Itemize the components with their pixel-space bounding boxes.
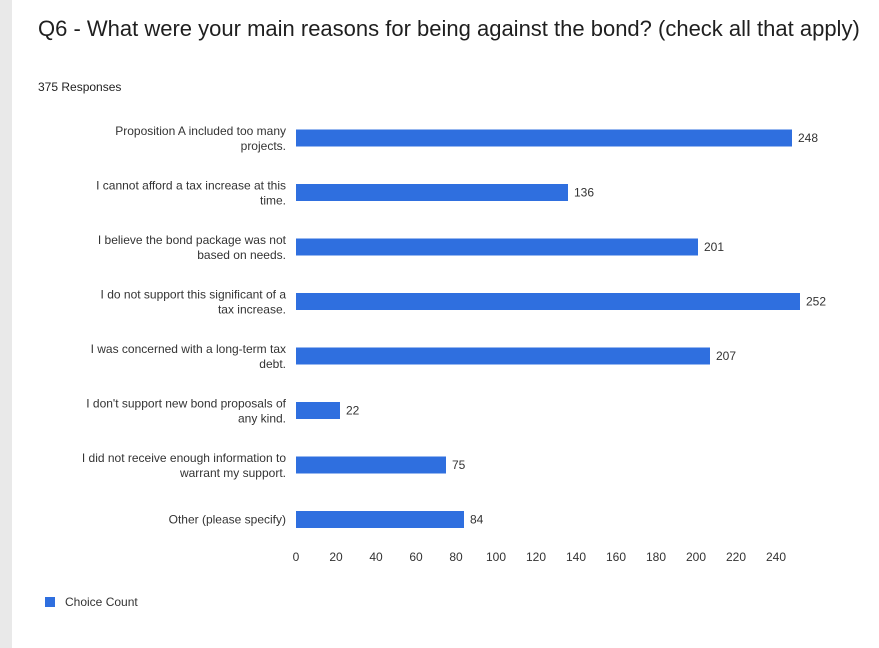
category-label: I cannot afford a tax increase at this ti… — [96, 179, 286, 208]
x-tick-label: 240 — [766, 550, 786, 564]
chart-title: Q6 - What were your main reasons for bei… — [38, 16, 860, 41]
bar — [296, 293, 800, 310]
category-label: I do not support this significant of a ta… — [101, 288, 287, 317]
bar-chart: Proposition A included too many projects.… — [45, 124, 826, 609]
bar — [296, 347, 710, 365]
bar — [296, 129, 792, 147]
category-label: I don't support new bond proposals of any… — [86, 397, 286, 426]
category-label: Proposition A included too many projects. — [115, 124, 286, 153]
data-label: 252 — [806, 295, 826, 309]
category-label: I was concerned with a long-term tax debt… — [91, 342, 286, 371]
category-label: I did not receive enough information to w… — [82, 451, 286, 480]
x-tick-label: 60 — [409, 550, 423, 564]
x-tick-label: 160 — [606, 550, 626, 564]
bar — [296, 238, 698, 256]
category-label: Other (please specify) — [169, 513, 286, 527]
bar — [296, 402, 340, 419]
x-tick-label: 200 — [686, 550, 706, 564]
chart-card: Q6 - What were your main reasons for bei… — [12, 0, 879, 648]
data-label: 207 — [716, 349, 736, 363]
x-tick-label: 40 — [369, 550, 383, 564]
x-tick-label: 80 — [449, 550, 463, 564]
data-label: 22 — [346, 404, 360, 418]
data-label: 75 — [452, 458, 466, 472]
bar — [296, 184, 568, 201]
x-tick-label: 140 — [566, 550, 586, 564]
legend-label: Choice Count — [65, 595, 138, 609]
data-label: 84 — [470, 513, 484, 527]
bar — [296, 456, 446, 474]
data-label: 201 — [704, 240, 724, 254]
response-count: 375 Responses — [38, 80, 122, 94]
x-tick-label: 220 — [726, 550, 746, 564]
x-tick-label: 100 — [486, 550, 506, 564]
bar — [296, 511, 464, 528]
data-label: 248 — [798, 131, 818, 145]
category-label: I believe the bond package was not based … — [98, 233, 287, 262]
x-tick-label: 0 — [293, 550, 300, 564]
x-tick-label: 120 — [526, 550, 546, 564]
x-tick-label: 180 — [646, 550, 666, 564]
legend-swatch — [45, 597, 55, 607]
x-tick-label: 20 — [329, 550, 343, 564]
data-label: 136 — [574, 186, 594, 200]
